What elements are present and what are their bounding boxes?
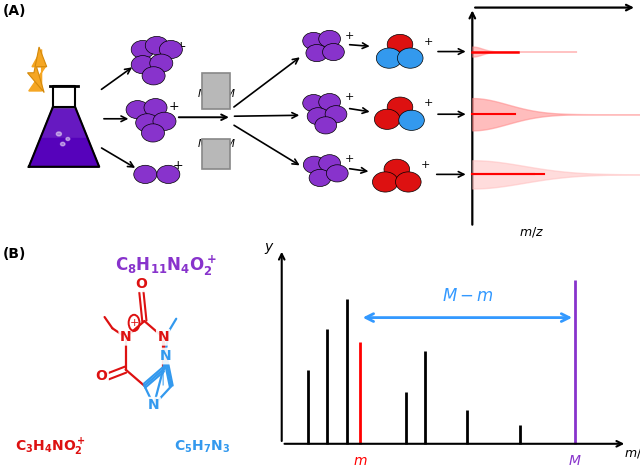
Circle shape <box>142 67 165 85</box>
Text: $\mathbf{C_5H_7N_3}$: $\mathbf{C_5H_7N_3}$ <box>175 439 230 455</box>
Circle shape <box>145 37 168 55</box>
Text: N: N <box>159 349 171 363</box>
Text: +: + <box>424 98 433 108</box>
Circle shape <box>134 165 157 183</box>
Circle shape <box>131 40 154 58</box>
Circle shape <box>307 108 329 125</box>
Circle shape <box>319 94 340 111</box>
Circle shape <box>309 169 331 187</box>
Text: $m/z$: $m/z$ <box>624 446 640 460</box>
Text: +: + <box>173 159 183 172</box>
Polygon shape <box>29 50 45 91</box>
Bar <box>202 139 230 169</box>
Circle shape <box>157 165 180 183</box>
Text: +: + <box>344 154 354 164</box>
Text: $M$: $M$ <box>568 454 582 468</box>
Text: O: O <box>95 369 108 383</box>
Bar <box>202 73 230 109</box>
Circle shape <box>384 159 410 179</box>
Circle shape <box>303 156 325 173</box>
Text: $M-dM$: $M-dM$ <box>197 137 236 149</box>
Text: O: O <box>136 277 147 291</box>
Text: |: | <box>161 373 164 386</box>
Text: (A): (A) <box>3 4 27 18</box>
Text: +: + <box>169 100 179 113</box>
Circle shape <box>303 32 324 50</box>
Circle shape <box>141 124 164 142</box>
Circle shape <box>153 112 176 131</box>
Text: +: + <box>175 40 186 53</box>
Text: N: N <box>148 398 159 412</box>
Circle shape <box>303 95 324 112</box>
Circle shape <box>396 172 421 192</box>
Circle shape <box>376 48 402 68</box>
Text: $m$: $m$ <box>353 454 367 468</box>
Circle shape <box>399 110 424 131</box>
Text: +: + <box>424 37 433 47</box>
Circle shape <box>372 172 398 192</box>
Text: $\mathbf{C_3H_4NO_2^+}$: $\mathbf{C_3H_4NO_2^+}$ <box>15 436 86 458</box>
Polygon shape <box>29 107 99 167</box>
Text: +: + <box>129 318 139 328</box>
Circle shape <box>150 54 173 72</box>
Circle shape <box>319 154 340 172</box>
Circle shape <box>319 30 340 48</box>
Polygon shape <box>52 86 76 107</box>
Circle shape <box>323 44 344 61</box>
Circle shape <box>144 99 167 117</box>
Text: $M - m$: $M - m$ <box>442 286 493 305</box>
Circle shape <box>136 114 159 132</box>
Circle shape <box>315 117 337 134</box>
Circle shape <box>326 165 348 182</box>
Text: $M+dM$: $M+dM$ <box>197 87 236 99</box>
Text: +: + <box>421 160 431 170</box>
Text: +: + <box>344 92 354 102</box>
Circle shape <box>325 106 347 123</box>
Circle shape <box>159 40 182 58</box>
Text: N: N <box>120 330 131 344</box>
Circle shape <box>66 138 70 140</box>
Text: $m/z$: $m/z$ <box>518 225 544 239</box>
Circle shape <box>131 56 154 74</box>
Circle shape <box>60 142 65 146</box>
Text: $\mathbf{C_8H_{11}N_4O_2^+}$: $\mathbf{C_8H_{11}N_4O_2^+}$ <box>115 253 216 278</box>
Circle shape <box>56 132 61 136</box>
Text: N: N <box>157 330 169 344</box>
Polygon shape <box>29 139 99 167</box>
Text: +: + <box>344 31 354 42</box>
Text: (B): (B) <box>3 247 26 261</box>
Circle shape <box>374 109 400 129</box>
Circle shape <box>387 34 413 55</box>
Circle shape <box>306 44 328 62</box>
Circle shape <box>126 101 149 119</box>
Circle shape <box>387 97 413 117</box>
Circle shape <box>397 48 423 68</box>
Text: y: y <box>264 240 273 254</box>
Polygon shape <box>28 47 47 93</box>
